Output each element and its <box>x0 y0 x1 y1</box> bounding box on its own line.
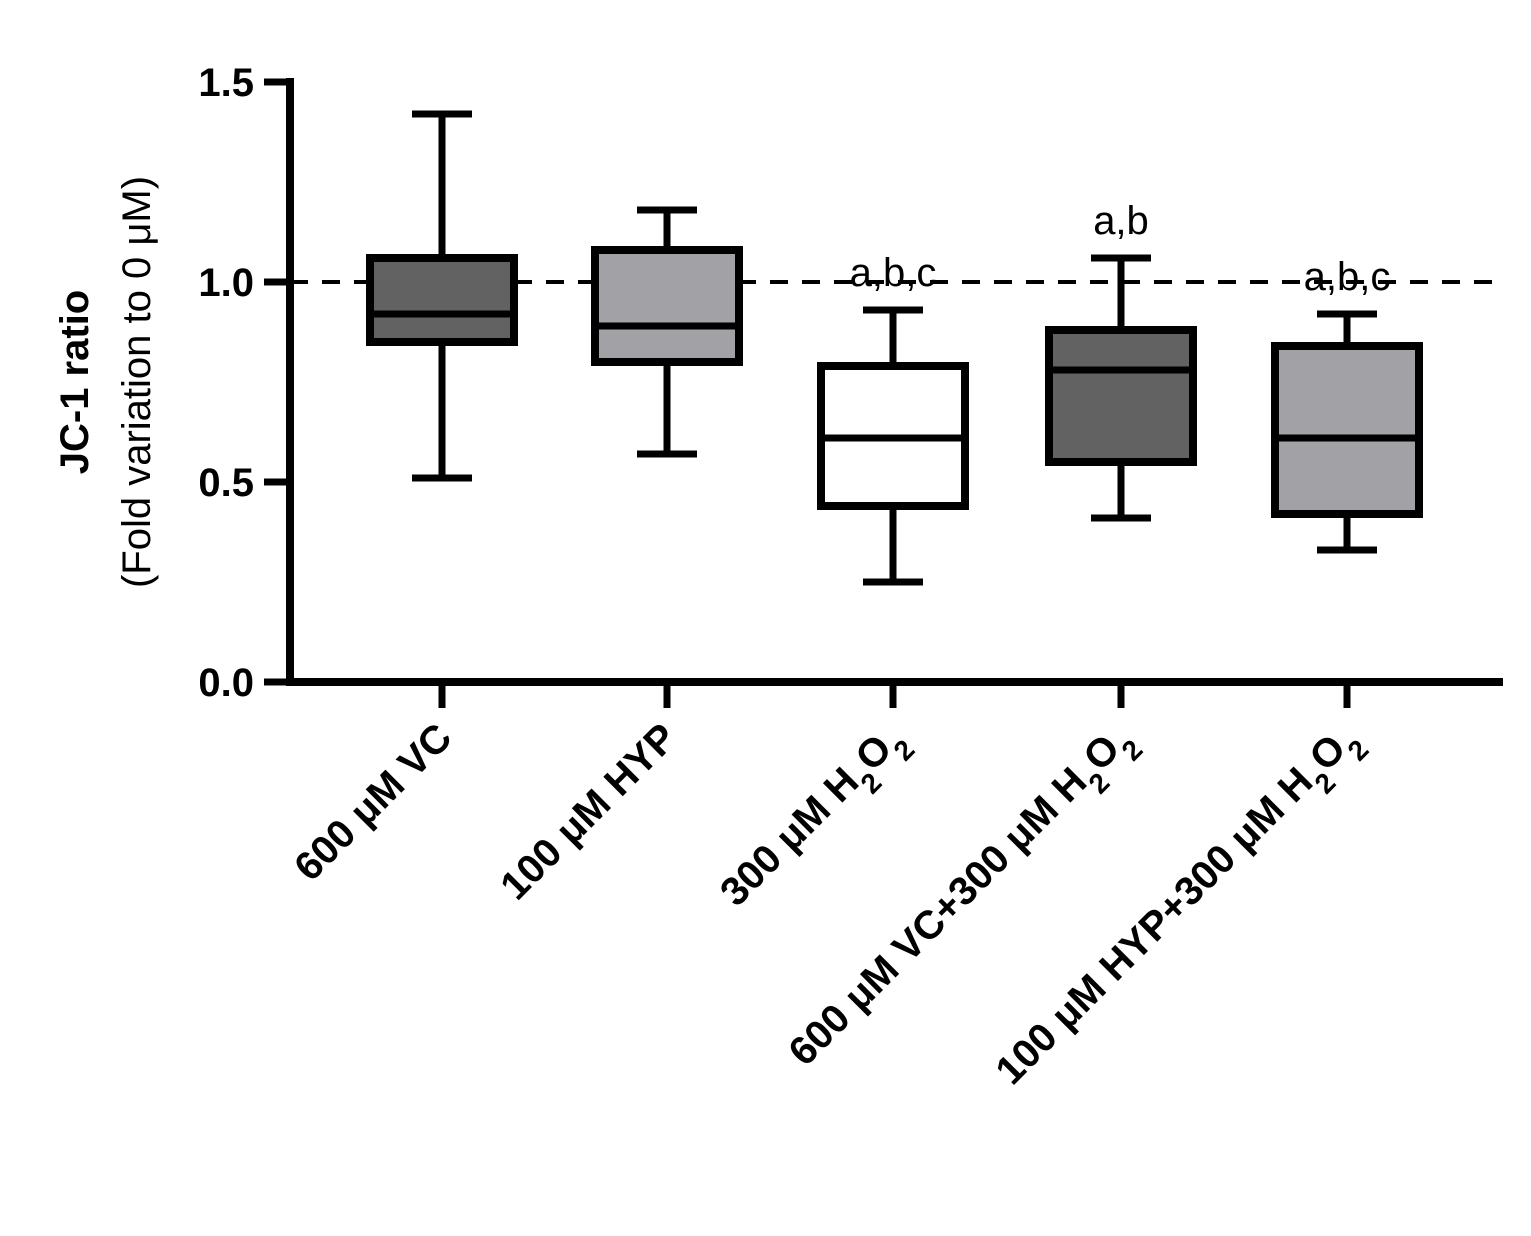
iqr-box <box>1045 326 1197 466</box>
box-group-5: a,b,c <box>1271 255 1423 554</box>
significance-annotation: a,b,c <box>1304 255 1391 299</box>
x-category-label: 100 μM HYP <box>492 715 685 908</box>
label-text: 100 μM HYP <box>492 715 685 908</box>
x-category-label: 600 μM VC <box>286 715 460 889</box>
axes-layer: 0.0 0.5 1.0 1.5 <box>198 61 1503 708</box>
y-tick-label: 1.5 <box>198 61 254 105</box>
iqr-box <box>1271 342 1423 518</box>
box-group-3: a,b,c <box>817 251 969 586</box>
label-text: O <box>1075 726 1128 779</box>
significance-annotation: a,b,c <box>850 251 937 295</box>
significance-annotation: a,b <box>1093 199 1149 243</box>
label-text: 600 μM VC <box>286 715 460 889</box>
y-axis-label: JC-1 ratio <box>53 290 97 475</box>
box-group-4: a,b <box>1045 199 1197 522</box>
label-text: O <box>847 726 900 779</box>
iqr-box <box>591 246 743 366</box>
x-category-label: 100 μM HYP+300 μM H2O2 <box>988 715 1375 1102</box>
boxes-layer: a,b,c a,b a,b,c <box>366 110 1423 586</box>
box-group-1 <box>366 110 518 482</box>
box-group-2 <box>591 206 743 458</box>
label-text: O <box>1301 726 1354 779</box>
x-category-label: 300 μM H2O2 <box>712 715 920 923</box>
y-tick-label: 0.0 <box>198 661 254 705</box>
y-tick-label: 0.5 <box>198 461 254 505</box>
y-axis-title: JC-1 ratio (Fold variation to 0 μM) <box>53 176 159 588</box>
label-text: 300 μM H <box>712 759 867 914</box>
iqr-box <box>366 254 518 346</box>
y-axis-sublabel: (Fold variation to 0 μM) <box>115 176 159 588</box>
y-tick-label: 1.0 <box>198 261 254 305</box>
